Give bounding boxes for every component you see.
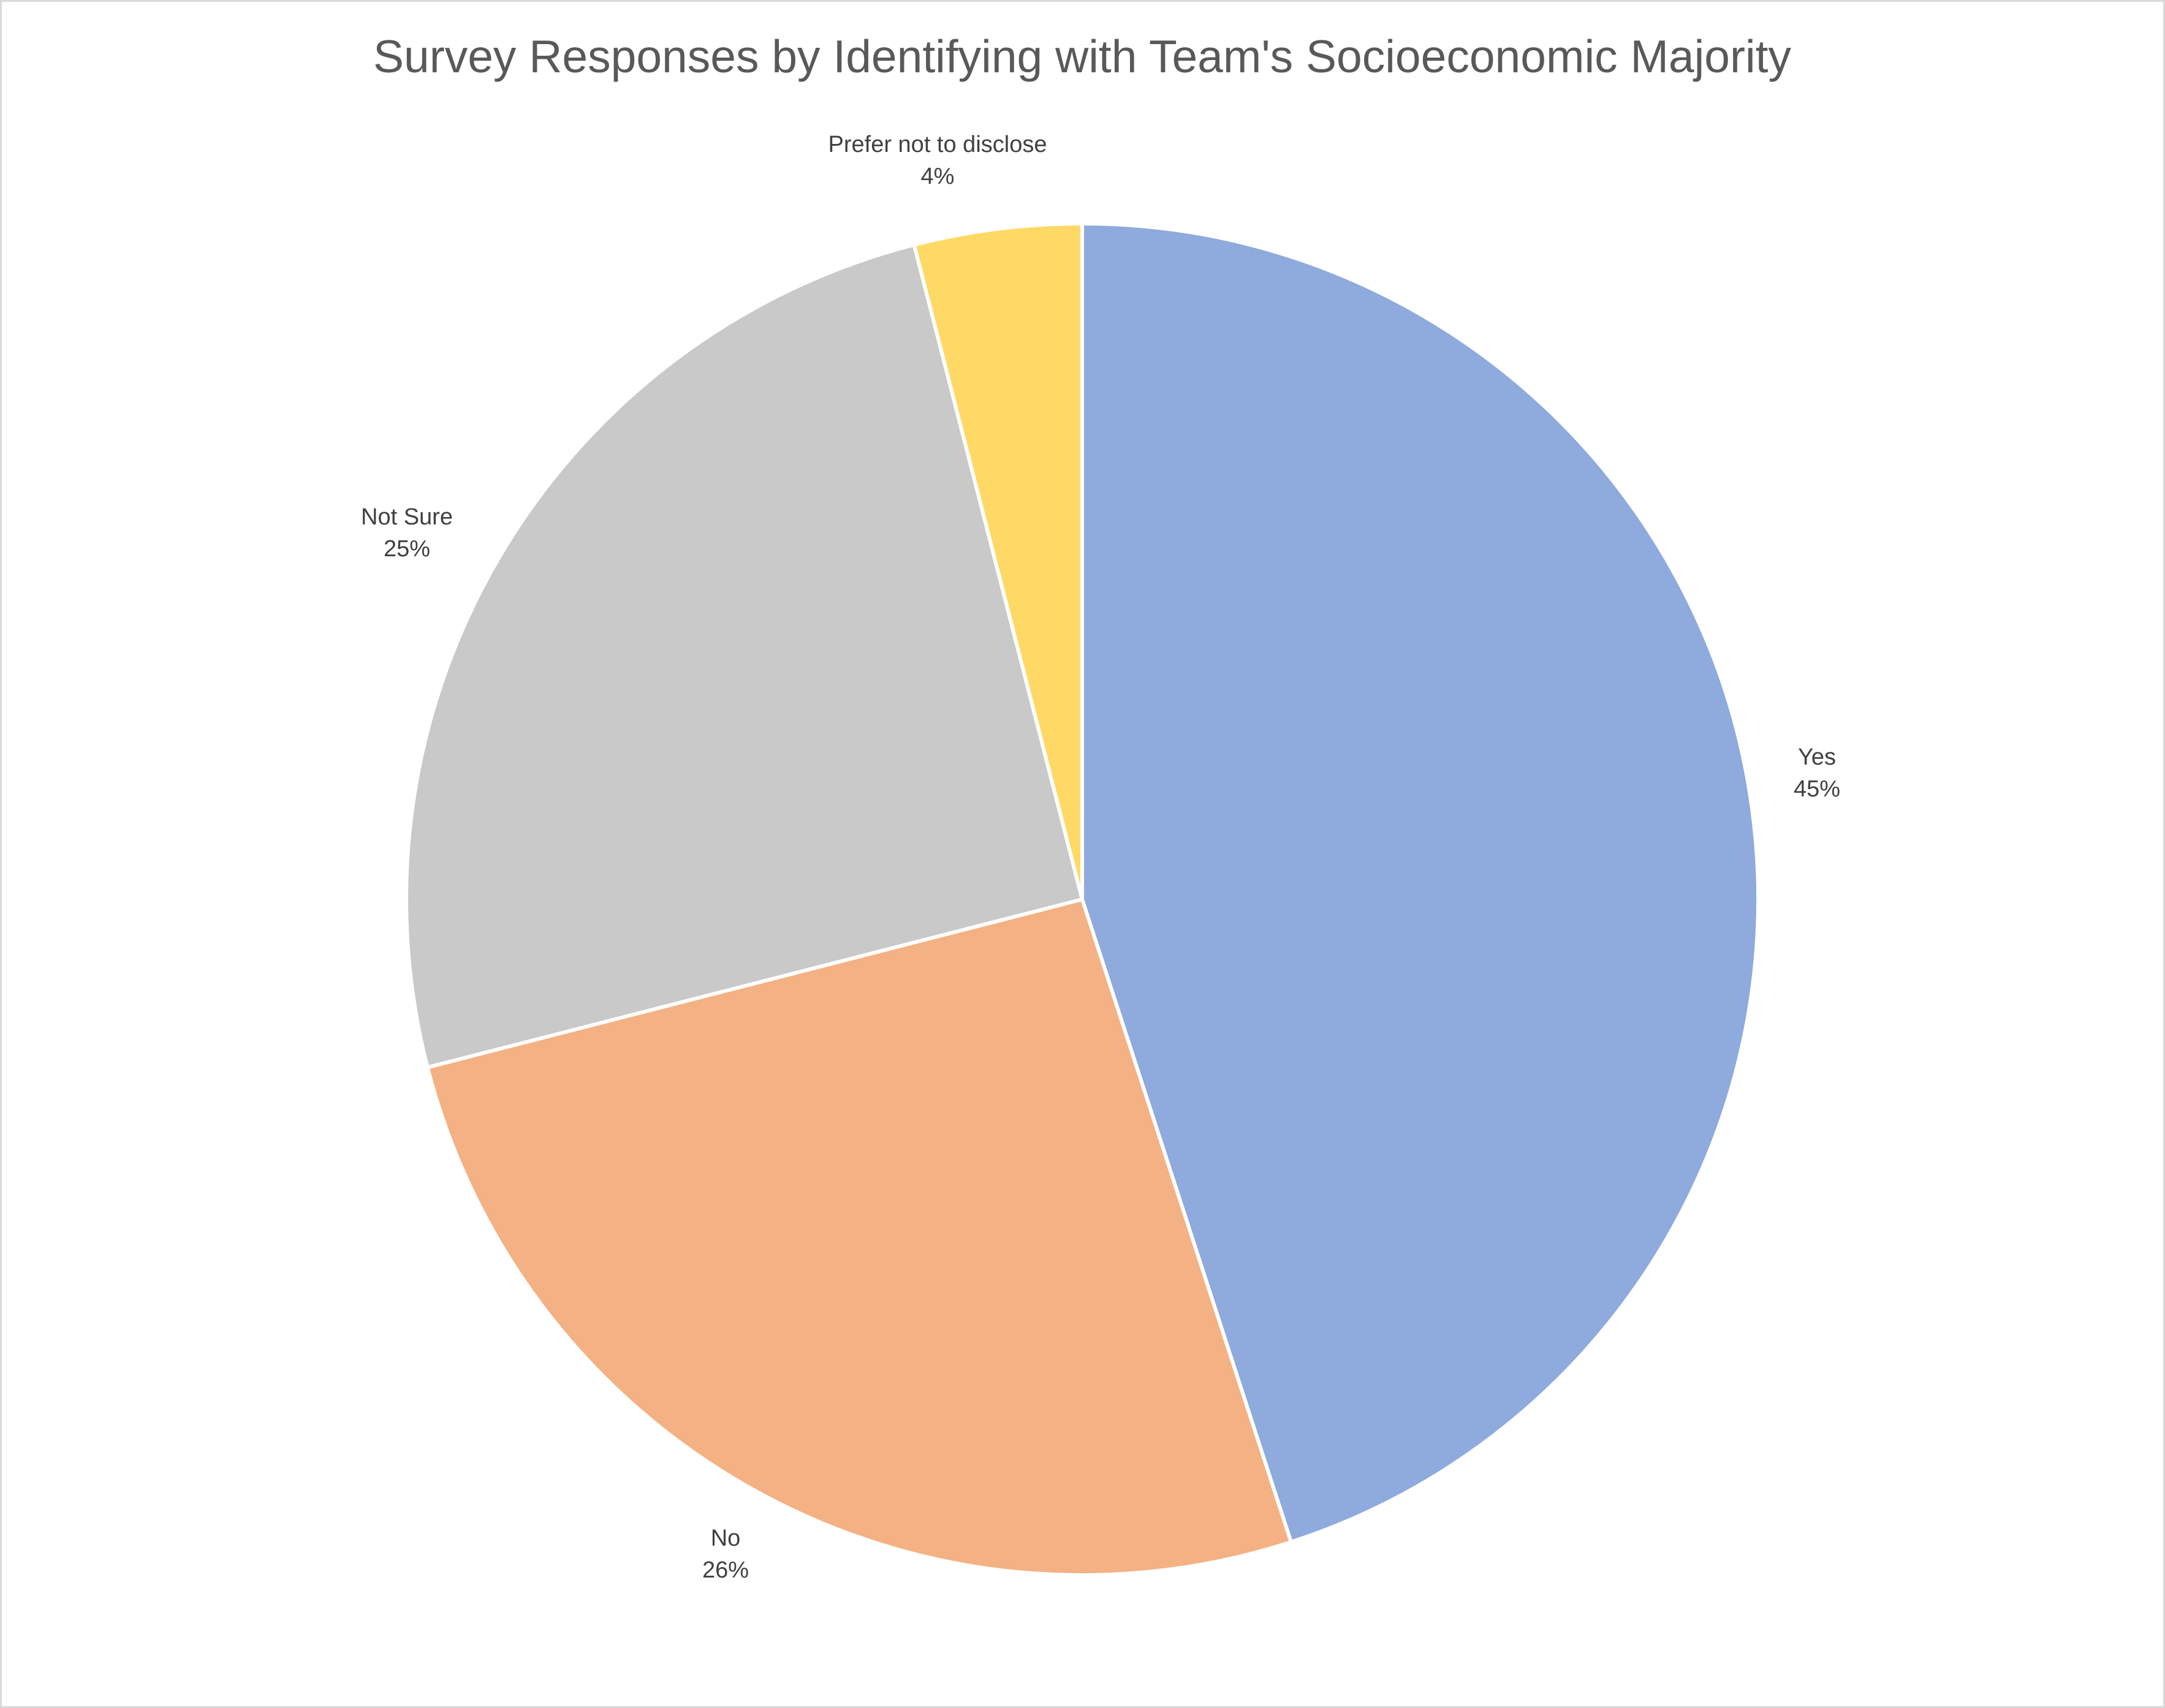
pie-slice-prefer-not-to-disclose (912, 222, 1084, 901)
slice-label-category-yes: Yes (1798, 744, 1836, 770)
pie-slice-not-sure (404, 243, 1084, 1070)
pie-slices (404, 222, 1761, 1577)
slice-label-value-no: 26% (702, 1557, 749, 1583)
slice-label-value-not-sure: 25% (384, 536, 430, 562)
slice-label-value-yes: 45% (1794, 776, 1840, 802)
slice-labels: Yes 45% No 26% Not Sure 25% Prefer not to disc… (361, 132, 1840, 1583)
slice-label-category-prefer-not-to-disclose: Prefer not to disclose (828, 132, 1047, 157)
slice-label-category-not-sure: Not Sure (361, 504, 453, 530)
slice-label-value-prefer-not-to-disclose: 4% (921, 164, 955, 189)
slice-label-category-no: No (711, 1525, 741, 1551)
pie-slice-yes (1080, 222, 1761, 1544)
pie-slice-no (425, 897, 1293, 1577)
chart-title: Survey Responses by Identifying with Tea… (373, 31, 1791, 82)
